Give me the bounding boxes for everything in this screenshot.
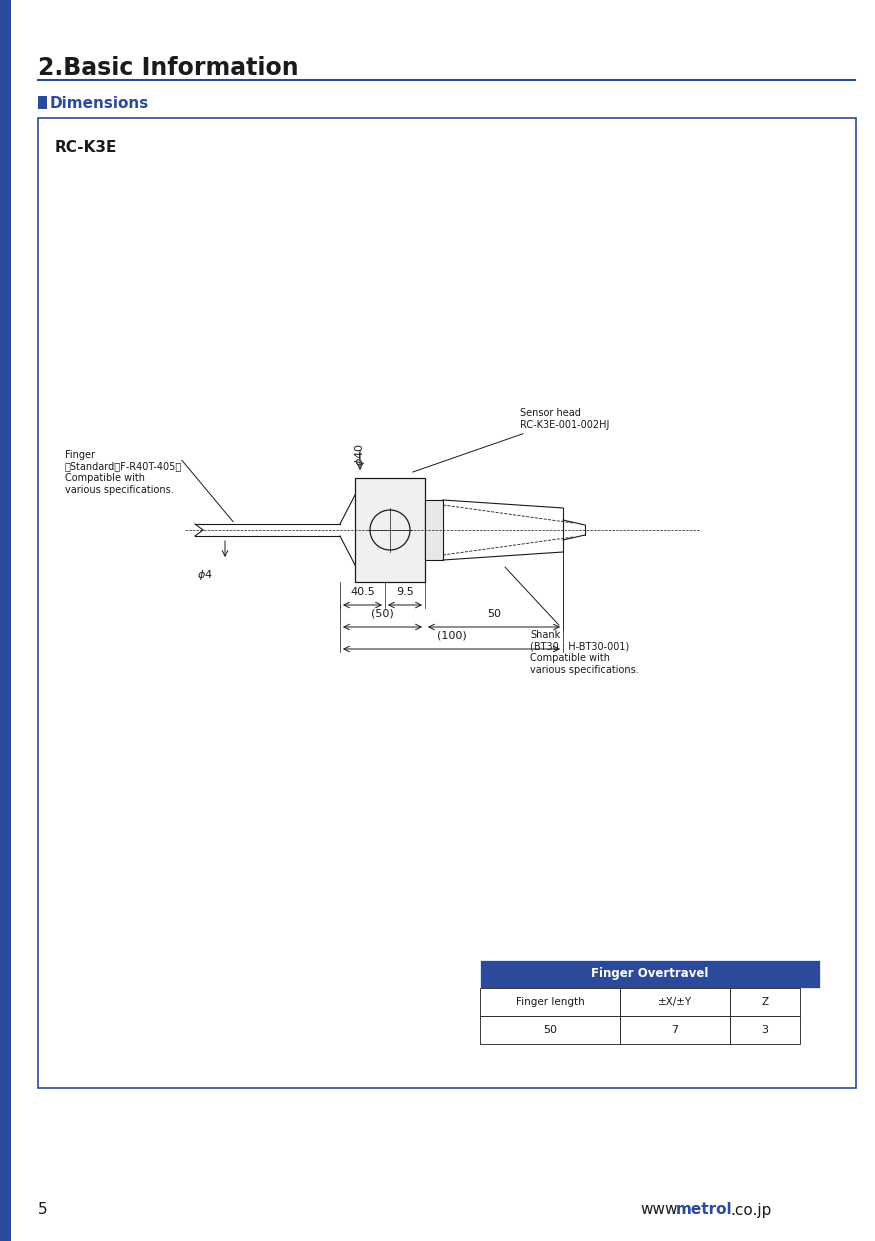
Text: 5: 5 bbox=[38, 1203, 47, 1217]
Text: 2.Basic Information: 2.Basic Information bbox=[38, 56, 298, 79]
Bar bbox=[355, 478, 425, 582]
Text: 50: 50 bbox=[487, 609, 501, 619]
Text: metrol: metrol bbox=[676, 1203, 732, 1217]
Text: RC-K3E: RC-K3E bbox=[55, 140, 117, 155]
Text: $\phi$40: $\phi$40 bbox=[353, 443, 367, 465]
Text: 9.5: 9.5 bbox=[396, 587, 414, 597]
Bar bbox=[38, 96, 47, 109]
Bar bbox=[620, 1016, 730, 1044]
Text: ±X/±Y: ±X/±Y bbox=[658, 997, 692, 1006]
Text: Finger
（Standard：F-R40T-405）
Compatible with
various specifications.: Finger （Standard：F-R40T-405） Compatible … bbox=[65, 450, 182, 495]
Text: Finger length: Finger length bbox=[515, 997, 584, 1006]
Bar bbox=[0, 0, 10, 1241]
Bar bbox=[730, 988, 800, 1016]
Text: $\phi$4: $\phi$4 bbox=[197, 568, 213, 582]
Bar bbox=[730, 1016, 800, 1044]
Bar bbox=[480, 988, 620, 1016]
Text: Z: Z bbox=[761, 997, 768, 1006]
Text: 7: 7 bbox=[671, 1025, 679, 1035]
Text: 50: 50 bbox=[543, 1025, 557, 1035]
Text: (50): (50) bbox=[371, 609, 394, 619]
Bar bbox=[425, 500, 443, 560]
Text: (100): (100) bbox=[437, 630, 466, 642]
Text: Finger Overtravel: Finger Overtravel bbox=[592, 968, 709, 980]
Bar bbox=[620, 988, 730, 1016]
Text: 40.5: 40.5 bbox=[350, 587, 374, 597]
Bar bbox=[480, 1016, 620, 1044]
Bar bbox=[480, 961, 820, 988]
Text: Dimensions: Dimensions bbox=[50, 96, 150, 110]
Text: 3: 3 bbox=[761, 1025, 768, 1035]
Text: .co.jp: .co.jp bbox=[730, 1203, 772, 1217]
Bar bbox=[38, 118, 856, 1088]
Text: www.: www. bbox=[640, 1203, 681, 1217]
Text: Sensor head
RC-K3E-001-002HJ: Sensor head RC-K3E-001-002HJ bbox=[413, 408, 609, 472]
Text: Shank
(BT30 : H-BT30-001)
Compatible with
various specifications.: Shank (BT30 : H-BT30-001) Compatible wit… bbox=[505, 567, 639, 675]
